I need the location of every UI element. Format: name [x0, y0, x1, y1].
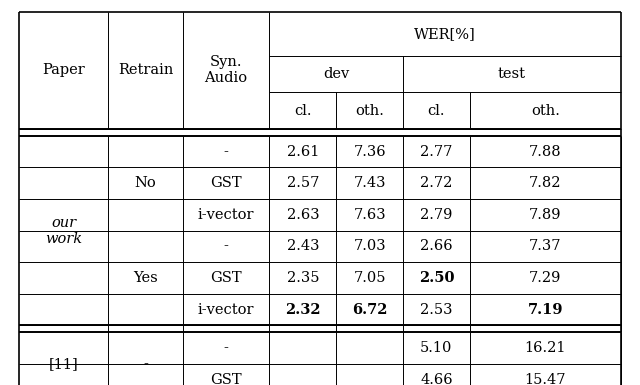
Text: Retrain: Retrain: [118, 63, 173, 77]
Text: 7.88: 7.88: [529, 145, 562, 159]
Text: 2.63: 2.63: [287, 208, 319, 222]
Text: cl.: cl.: [428, 104, 445, 118]
Text: 7.19: 7.19: [527, 303, 563, 316]
Text: -: -: [224, 341, 228, 355]
Text: cl.: cl.: [294, 104, 312, 118]
Text: 2.53: 2.53: [420, 303, 452, 316]
Text: 7.37: 7.37: [529, 239, 561, 253]
Text: -: -: [224, 145, 228, 159]
Text: 7.43: 7.43: [353, 176, 386, 190]
Text: WER[%]: WER[%]: [414, 27, 476, 41]
Text: 2.66: 2.66: [420, 239, 452, 253]
Text: 2.43: 2.43: [287, 239, 319, 253]
Text: 2.50: 2.50: [419, 271, 454, 285]
Text: Yes: Yes: [133, 271, 158, 285]
Text: 7.82: 7.82: [529, 176, 561, 190]
Text: 7.63: 7.63: [353, 208, 386, 222]
Text: 7.03: 7.03: [353, 239, 386, 253]
Text: 2.57: 2.57: [287, 176, 319, 190]
Text: oth.: oth.: [531, 104, 560, 118]
Text: No: No: [134, 176, 156, 190]
Text: dev: dev: [323, 67, 349, 81]
Text: 2.32: 2.32: [285, 303, 321, 316]
Text: i-vector: i-vector: [198, 208, 255, 222]
Text: 2.77: 2.77: [420, 145, 452, 159]
Text: 2.35: 2.35: [287, 271, 319, 285]
Text: 16.21: 16.21: [525, 341, 566, 355]
Text: Paper: Paper: [42, 63, 85, 77]
Text: 7.29: 7.29: [529, 271, 561, 285]
Text: 7.36: 7.36: [353, 145, 386, 159]
Text: GST: GST: [211, 176, 242, 190]
Text: 5.10: 5.10: [420, 341, 452, 355]
Text: GST: GST: [211, 373, 242, 385]
Text: 7.89: 7.89: [529, 208, 561, 222]
Text: 15.47: 15.47: [525, 373, 566, 385]
Text: Syn.
Audio: Syn. Audio: [205, 55, 248, 85]
Text: i-vector: i-vector: [198, 303, 255, 316]
Text: oth.: oth.: [355, 104, 384, 118]
Text: our
work: our work: [45, 216, 83, 246]
Text: 2.72: 2.72: [420, 176, 452, 190]
Text: [11]: [11]: [49, 357, 79, 371]
Text: 7.05: 7.05: [353, 271, 386, 285]
Text: 2.61: 2.61: [287, 145, 319, 159]
Text: 4.66: 4.66: [420, 373, 452, 385]
Text: 2.79: 2.79: [420, 208, 452, 222]
Text: GST: GST: [211, 271, 242, 285]
Text: -: -: [224, 239, 228, 253]
Text: test: test: [498, 67, 526, 81]
Text: -: -: [143, 357, 148, 371]
Text: 6.72: 6.72: [352, 303, 387, 316]
